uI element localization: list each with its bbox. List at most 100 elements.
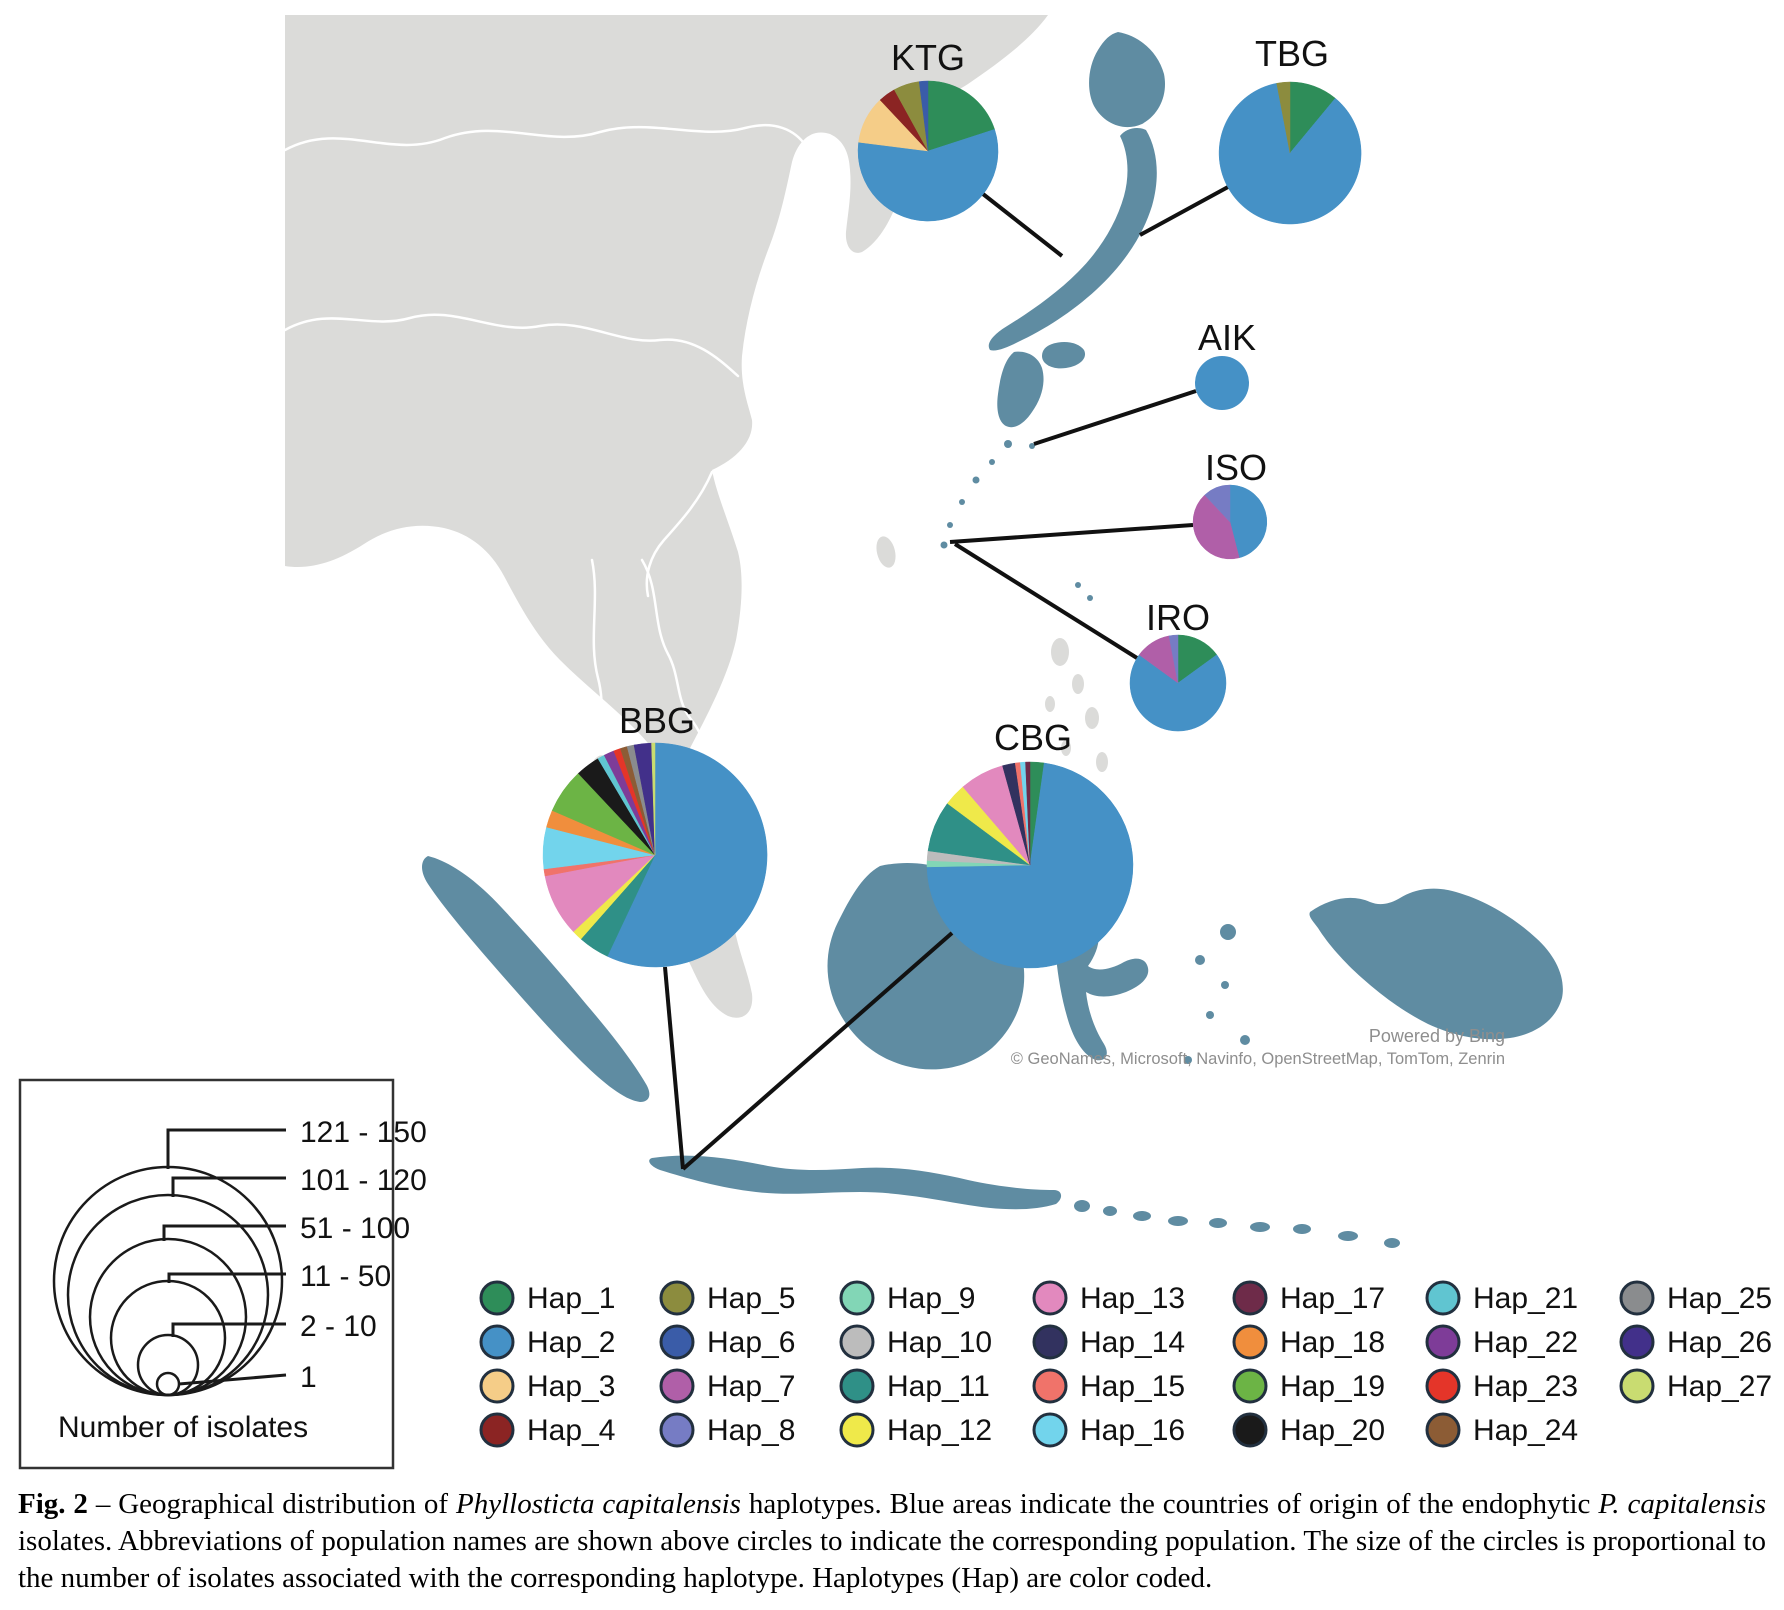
- population-pie-IRO: [1129, 634, 1227, 732]
- japan-hokkaido: [1089, 32, 1166, 128]
- legend-swatch-Hap_16: [1032, 1412, 1068, 1448]
- pie-slice-IRO-Hap_8: [1168, 634, 1179, 684]
- pie-slice-BBG-Hap_2: [606, 742, 768, 968]
- caption-segment: haplotypes. Blue areas indicate the coun…: [740, 1488, 1599, 1520]
- map-attribution: Powered by Bing © GeoNames, Microsoft, N…: [1011, 1024, 1505, 1070]
- population-pie-AIK: [1195, 356, 1249, 410]
- caption-segment: Phyllosticta capitalensis: [456, 1488, 741, 1520]
- island-taiwan: [876, 536, 896, 568]
- size-leader-line: [166, 1128, 286, 1169]
- legend-item-Hap_2: Hap_2: [479, 1324, 615, 1360]
- size-class-label: 51 - 100: [300, 1212, 410, 1245]
- figure-caption: Fig. 2 – Geographical distribution of Ph…: [18, 1486, 1766, 1597]
- legend-label-Hap_13: Hap_13: [1080, 1282, 1185, 1315]
- japan-honshu: [988, 128, 1157, 351]
- connector-line-AIK: [1033, 389, 1197, 446]
- pie-slice-CBG-Hap_2: [926, 762, 1134, 969]
- population-label-ISO: ISO: [1205, 447, 1267, 488]
- size-leader-line: [178, 1373, 287, 1386]
- legend-swatch-Hap_14: [1032, 1324, 1068, 1360]
- size-leader-line: [171, 1322, 286, 1337]
- population-label-IRO: IRO: [1146, 597, 1210, 638]
- border-line-laos-vietnam: [645, 470, 714, 598]
- legend-label-Hap_7: Hap_7: [707, 1370, 795, 1403]
- size-class-label: 11 - 50: [300, 1260, 391, 1293]
- population-pie-ISO: [1192, 484, 1268, 560]
- pie-slice-KTG-Hap_6: [918, 80, 929, 152]
- population-pie-TBG: [1218, 81, 1362, 225]
- legend-item-Hap_7: Hap_7: [659, 1368, 795, 1404]
- legend-item-Hap_27: Hap_27: [1619, 1368, 1772, 1404]
- legend-swatch-Hap_27: [1619, 1368, 1655, 1404]
- legend-label-Hap_14: Hap_14: [1080, 1326, 1185, 1359]
- legend-swatch-Hap_9: [839, 1280, 875, 1316]
- population-labels-group: KTG TBG AIK ISO IRO BBG CBG: [619, 33, 1329, 758]
- legend-label-Hap_19: Hap_19: [1280, 1370, 1385, 1403]
- legend-item-Hap_8: Hap_8: [659, 1412, 795, 1448]
- border-line-indochina-east: [640, 558, 712, 764]
- connector-lines-group: [663, 185, 1229, 1171]
- legend-label-Hap_21: Hap_21: [1473, 1282, 1578, 1315]
- legend-label-Hap_4: Hap_4: [527, 1414, 615, 1447]
- legend-label-Hap_20: Hap_20: [1280, 1414, 1385, 1447]
- legend-label-Hap_2: Hap_2: [527, 1326, 615, 1359]
- japan-ryukyu-islands: [940, 440, 1093, 601]
- indonesia-sumatra: [422, 856, 650, 1102]
- size-legend-title: Number of isolates: [58, 1411, 308, 1444]
- population-label-TBG: TBG: [1255, 33, 1329, 74]
- legend-item-Hap_5: Hap_5: [659, 1280, 795, 1316]
- caption-segment: isolates. Abbreviations of population na…: [18, 1525, 1766, 1594]
- size-class-label: 101 - 120: [300, 1164, 427, 1197]
- legend-swatch-Hap_5: [659, 1280, 695, 1316]
- legend-item-Hap_21: Hap_21: [1425, 1280, 1578, 1316]
- size-leader-line: [167, 1272, 286, 1283]
- population-label-BBG: BBG: [619, 700, 695, 741]
- legend-item-Hap_24: Hap_24: [1425, 1412, 1578, 1448]
- size-leader-line: [162, 1224, 286, 1241]
- connector-line-CBG: [681, 931, 954, 1171]
- legend-swatch-Hap_12: [839, 1412, 875, 1448]
- caption-segment: – Geographical distribution of: [87, 1488, 456, 1520]
- legend-label-Hap_18: Hap_18: [1280, 1326, 1385, 1359]
- legend-label-Hap_1: Hap_1: [527, 1282, 615, 1315]
- legend-label-Hap_24: Hap_24: [1473, 1414, 1578, 1447]
- legend-item-Hap_22: Hap_22: [1425, 1324, 1578, 1360]
- caption-segment: P. capitalensis: [1598, 1488, 1766, 1520]
- connector-line-BBG: [663, 966, 685, 1170]
- legend-label-Hap_11: Hap_11: [887, 1370, 990, 1403]
- pie-slice-IRO-Hap_2: [1129, 654, 1227, 732]
- population-label-KTG: KTG: [891, 37, 965, 78]
- legend-item-Hap_26: Hap_26: [1619, 1324, 1772, 1360]
- legend-item-Hap_16: Hap_16: [1032, 1412, 1185, 1448]
- pie-slice-AIK-Hap_2: [1195, 356, 1249, 410]
- legend-item-Hap_10: Hap_10: [839, 1324, 992, 1360]
- legend-swatch-Hap_10: [839, 1324, 875, 1360]
- size-class-label: 2 - 10: [300, 1310, 377, 1343]
- legend-swatch-Hap_23: [1425, 1368, 1461, 1404]
- legend-item-Hap_20: Hap_20: [1232, 1412, 1385, 1448]
- legend-swatch-Hap_15: [1032, 1368, 1068, 1404]
- legend-item-Hap_25: Hap_25: [1619, 1280, 1772, 1316]
- legend-label-Hap_17: Hap_17: [1280, 1282, 1385, 1315]
- connector-line-TBG: [1139, 185, 1229, 237]
- legend-label-Hap_12: Hap_12: [887, 1414, 992, 1447]
- legend-label-Hap_25: Hap_25: [1667, 1282, 1772, 1315]
- legend-item-Hap_6: Hap_6: [659, 1324, 795, 1360]
- legend-label-Hap_9: Hap_9: [887, 1282, 975, 1315]
- japan-kyushu: [997, 351, 1044, 428]
- legend-label-Hap_15: Hap_15: [1080, 1370, 1185, 1403]
- pie-slice-KTG-Hap_1: [927, 80, 995, 152]
- connector-line-ISO: [949, 523, 1194, 544]
- indonesia-java: [649, 1155, 1062, 1210]
- pie-slice-ISO-Hap_2: [1229, 484, 1268, 559]
- japan-shikoku: [1042, 342, 1086, 369]
- legend-item-Hap_3: Hap_3: [479, 1368, 615, 1404]
- landmass-mainland-asia: [285, 15, 1048, 1018]
- caption-segment: Fig. 2: [18, 1488, 88, 1520]
- legend-swatch-Hap_1: [479, 1280, 515, 1316]
- legend-item-Hap_19: Hap_19: [1232, 1368, 1385, 1404]
- legend-item-Hap_4: Hap_4: [479, 1412, 615, 1448]
- legend-swatch-Hap_20: [1232, 1412, 1268, 1448]
